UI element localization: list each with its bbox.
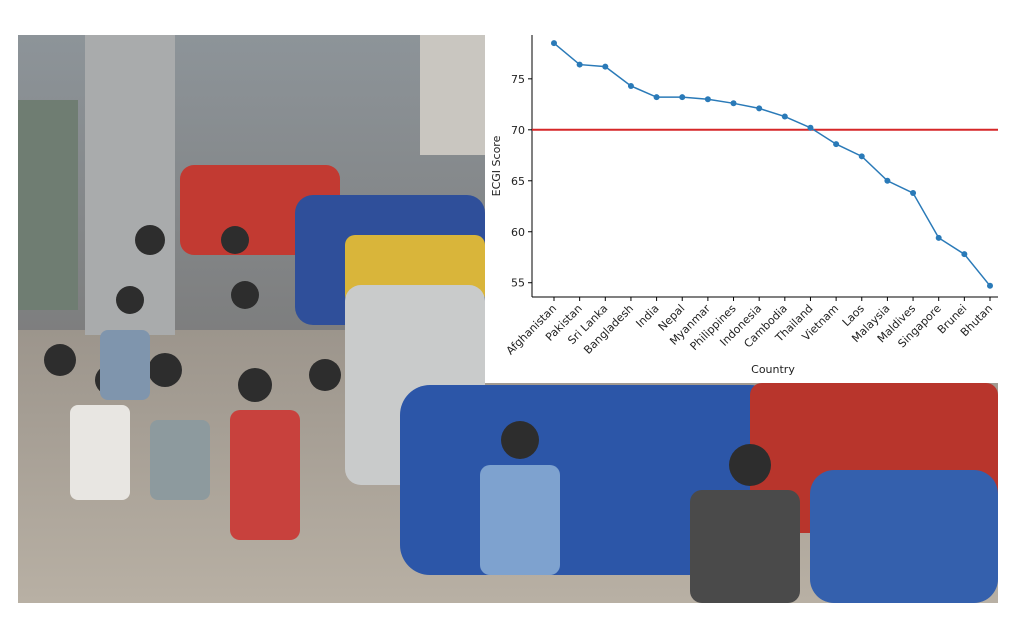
data-point xyxy=(551,40,557,47)
data-point xyxy=(807,124,814,131)
y-axis-label: ECGI Score xyxy=(490,135,503,196)
data-point xyxy=(858,153,865,160)
data-point xyxy=(987,282,993,289)
y-tick-label: 70 xyxy=(511,124,525,137)
data-point xyxy=(910,190,917,197)
data-point xyxy=(679,94,686,101)
data-point xyxy=(961,251,968,258)
data-point xyxy=(781,113,788,120)
y-tick-label: 75 xyxy=(511,73,525,86)
data-point xyxy=(576,61,583,68)
y-tick-label: 65 xyxy=(511,175,525,188)
data-point xyxy=(935,234,942,241)
data-line xyxy=(553,42,991,287)
chart-panel xyxy=(485,35,998,383)
y-tick-label: 60 xyxy=(511,226,525,239)
data-point xyxy=(653,94,660,101)
data-point xyxy=(833,141,840,148)
data-point xyxy=(704,96,711,103)
data-point xyxy=(730,100,737,107)
data-point xyxy=(602,63,609,70)
x-axis-label: Country xyxy=(751,363,795,376)
data-point xyxy=(756,105,763,112)
data-point xyxy=(627,82,634,89)
y-tick-label: 55 xyxy=(511,277,525,290)
data-point xyxy=(884,177,891,184)
